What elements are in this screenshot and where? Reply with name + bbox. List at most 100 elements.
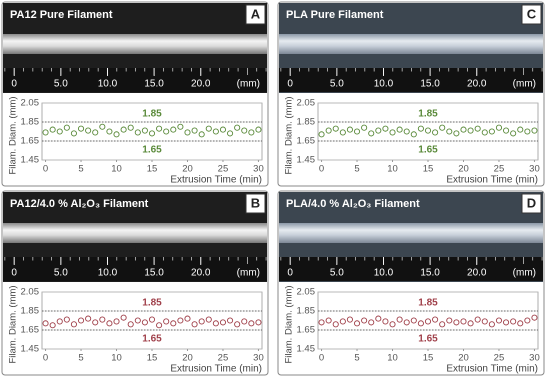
data-point <box>510 318 517 325</box>
ruler-tick-label: 15.0 <box>144 79 164 90</box>
data-point <box>481 129 488 136</box>
data-point <box>127 321 134 328</box>
data-point <box>396 126 403 133</box>
data-point <box>170 320 177 327</box>
data-point <box>368 319 375 326</box>
ruler-tick-label: 0 <box>11 268 17 279</box>
data-point <box>70 321 77 328</box>
data-point <box>234 124 241 131</box>
y-axis-label: Filam. Diam. (mm) <box>284 285 295 363</box>
y-tick-label: 1.45 <box>21 155 40 166</box>
data-point <box>346 316 353 323</box>
ruler-tick-label: 5.0 <box>330 268 344 279</box>
data-point <box>403 128 410 135</box>
x-tick-label: 0 <box>43 353 48 364</box>
data-point <box>446 317 453 324</box>
y-axis-label: Filam. Diam. (mm) <box>8 96 19 174</box>
data-point <box>241 318 248 325</box>
y-tick-label: 2.05 <box>21 287 40 298</box>
ruler-unit: (mm) <box>237 268 260 279</box>
x-tick-label: 20 <box>182 353 193 364</box>
ruler-tick-label: 10.0 <box>374 268 394 279</box>
data-point <box>382 318 389 325</box>
x-tick-label: 15 <box>423 353 434 364</box>
y-tick-label: 2.05 <box>297 287 316 298</box>
data-point <box>432 316 439 323</box>
data-point <box>134 129 141 136</box>
x-axis-label: Extrusion Time (min) <box>170 175 262 186</box>
x-tick-label: 10 <box>111 353 122 364</box>
x-tick-label: 10 <box>387 353 398 364</box>
x-tick-label: 15 <box>147 353 158 364</box>
data-point <box>389 321 396 328</box>
data-point <box>148 316 156 323</box>
x-tick-label: 20 <box>182 164 193 175</box>
ruler-tick-label: 5.0 <box>54 79 68 90</box>
data-point <box>198 318 205 325</box>
data-point <box>227 130 234 137</box>
data-point <box>184 129 191 136</box>
x-tick-label: 25 <box>494 353 505 364</box>
data-point <box>156 125 163 132</box>
data-point <box>439 321 446 328</box>
ruler-tick-label: 10.0 <box>374 79 394 90</box>
data-point <box>99 316 106 323</box>
y-tick-label: 1.85 <box>21 117 40 128</box>
data-point <box>177 123 184 130</box>
x-tick-label: 15 <box>147 164 158 175</box>
data-point <box>219 319 227 326</box>
panel-letter: C <box>527 6 537 21</box>
data-point <box>375 127 382 134</box>
data-point <box>234 321 241 328</box>
x-tick-label: 0 <box>319 353 324 364</box>
data-point <box>156 322 163 329</box>
data-point <box>106 320 113 327</box>
x-axis-label: Extrusion Time (min) <box>170 364 262 375</box>
data-point <box>56 318 63 325</box>
data-point <box>106 128 113 135</box>
data-point <box>77 125 85 132</box>
panel-title: PLA Pure Filament <box>286 9 384 21</box>
data-point <box>63 316 70 323</box>
data-point <box>410 317 417 324</box>
y-tick-label: 2.05 <box>297 98 316 109</box>
x-tick-label: 30 <box>253 353 264 364</box>
x-tick-label: 30 <box>253 164 264 175</box>
ruler <box>3 257 267 281</box>
x-tick-label: 5 <box>78 353 83 364</box>
data-point <box>495 124 503 131</box>
x-tick-label: 25 <box>218 164 229 175</box>
data-point <box>241 127 248 134</box>
data-point <box>403 319 410 326</box>
data-point <box>191 321 198 328</box>
reference-label: 1.65 <box>418 334 438 345</box>
data-point <box>531 127 538 134</box>
data-point <box>424 318 432 325</box>
data-point <box>424 127 432 134</box>
data-point <box>92 319 99 326</box>
data-point <box>361 124 368 131</box>
data-point <box>42 129 49 136</box>
data-point <box>503 127 510 134</box>
filament <box>279 223 543 243</box>
x-tick-label: 30 <box>529 164 540 175</box>
panel-letter-box <box>521 4 542 25</box>
data-point <box>524 128 531 135</box>
data-point <box>332 125 339 132</box>
data-point <box>517 126 524 133</box>
filament <box>3 34 267 54</box>
reference-label: 1.65 <box>142 334 162 345</box>
y-axis-label: Filam. Diam. (mm) <box>284 96 295 174</box>
ruler-tick-label: 15.0 <box>420 79 440 90</box>
data-point <box>248 320 255 327</box>
ruler-tick-label: 5.0 <box>54 268 68 279</box>
data-point <box>113 131 120 138</box>
data-point <box>439 124 446 131</box>
data-point <box>417 320 424 327</box>
data-point <box>474 316 481 323</box>
data-point <box>318 319 325 326</box>
data-point <box>446 128 453 135</box>
data-point <box>127 124 134 131</box>
panel: PA12 Pure Filament A 0 5.0 10.0 15.0 20.0 (mm) 1… <box>1 1 269 187</box>
